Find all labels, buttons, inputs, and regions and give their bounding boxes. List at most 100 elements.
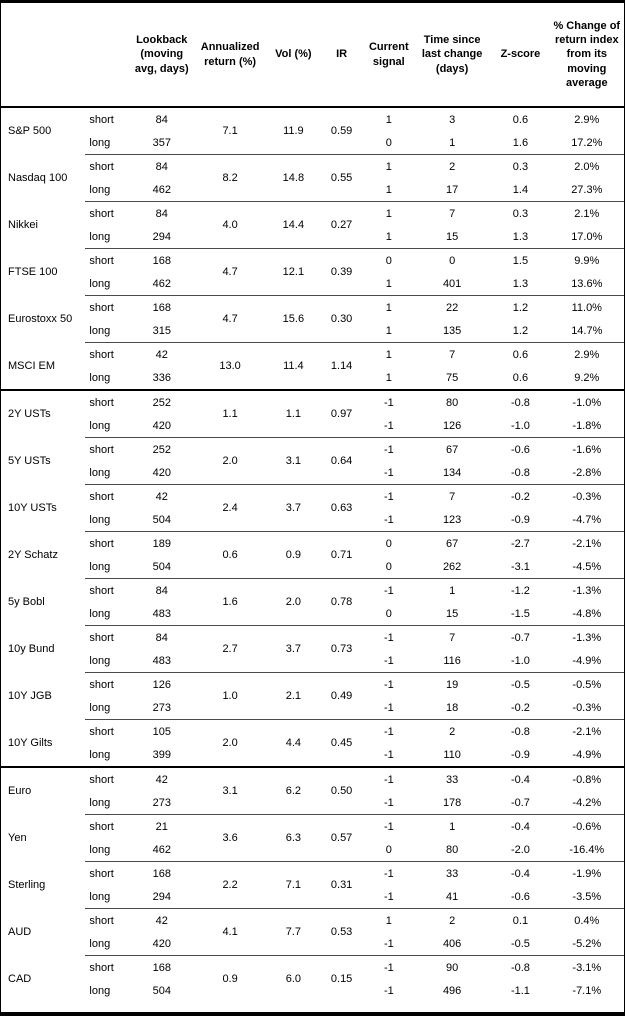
ir-value: 0.45 [318,719,365,767]
z-score-value: -2.7 [491,531,550,555]
pct-change-value: -1.6% [549,437,624,461]
z-score-value: -0.8 [510,466,530,479]
asset-name: 2Y Schatz [8,549,58,561]
z-score-value: 1.6 [512,136,529,149]
ir-value: 0.53 [318,908,365,956]
annualized-return-value: 2.7 [191,625,269,673]
table-row-short: 10y Bund short 84 2.7 3.7 0.73 -1 7 -0.7 -1.3% [1,625,624,673]
horizon-label-long: long [89,984,111,997]
lookback-value: 21 [131,814,192,838]
time-since-value: 80 [412,389,492,414]
pct-change-value: -1.9% [549,861,624,885]
table-row-short: 10Y JGB short 126 1.0 2.1 0.49 -1 19 -0.5 -0.5% [1,672,624,720]
vol-value: 2.0 [268,578,319,626]
current-signal-value: -1 [383,984,394,997]
z-score-value: 1.3 [512,277,529,290]
horizon-label-short: short [85,578,132,602]
pct-change-value: 9.2% [574,371,600,384]
horizon-label-short: short [85,814,132,838]
z-score-value: -0.7 [510,796,530,809]
z-score-value: 0.3 [491,154,550,178]
col-header-current-signal: Current signal [364,3,413,108]
table-row-short: Nikkei short 84 4.0 14.4 0.27 1 7 0.3 2.1% [1,201,624,249]
annualized-return-value: 1.1 [191,389,269,438]
z-score-value: 0.1 [491,908,550,932]
time-since-value: 67 [412,531,492,555]
vol-value: 11.9 [283,125,304,137]
vol-value: 6.0 [268,955,319,1002]
annualized-return-value: 2.0 [191,719,269,767]
time-since-value: 22 [412,295,492,319]
time-since-value: 116 [443,654,461,667]
annualized-return-value: 13.0 [191,342,269,390]
ir-value: 0.97 [318,389,365,438]
col-header-asset [1,3,86,108]
vol-value: 7.1 [268,861,319,909]
annualized-return-value: 4.7 [191,295,269,343]
horizon-label-short: short [85,861,132,885]
z-score-value: -0.4 [491,814,550,838]
asset-name: Nasdaq 100 [8,172,68,184]
vol-value: 14.4 [268,201,319,249]
asset-name: 10y Bund [8,643,55,655]
time-since-value: 15 [446,607,459,620]
asset-name: MSCI EM [8,359,56,372]
current-signal-value: -1 [383,796,394,809]
horizon-label-short: short [89,113,114,126]
pct-change-value: 9.9% [549,248,624,272]
time-since-value: 18 [446,701,459,714]
pct-change-value: -4.9% [572,654,602,667]
z-score-value: 1.5 [491,248,550,272]
pct-change-value: -3.1% [549,955,624,979]
z-score-value: -1.5 [510,607,530,620]
pct-change-value: -0.8% [549,766,624,791]
z-score-value: -1.0 [510,654,530,667]
horizon-label-short: short [85,389,132,414]
vol-value: 3.1 [268,437,319,485]
z-score-value: -0.9 [510,513,530,526]
table-row-short: Euro short 42 3.1 6.2 0.50 -1 33 -0.4 -0.8% [1,766,624,815]
time-since-value: 135 [442,324,462,337]
horizon-label-long: long [89,513,111,526]
ir-value: 0.64 [318,437,365,485]
vol-value: 3.7 [268,625,319,673]
horizon-label-short: short [85,719,132,743]
horizon-label-short: short [85,201,132,225]
z-score-value: -0.8 [491,719,550,743]
horizon-label-long: long [89,701,111,714]
time-since-value: 75 [446,371,459,384]
current-signal-value: 0 [364,248,413,272]
table-row-long: long 420 -1 126 -1.0 -1.8% [1,414,624,438]
z-score-value: -0.4 [491,766,550,791]
current-signal-value: -1 [383,937,394,950]
vol-value: 15.6 [268,295,319,343]
lookback-value: 462 [152,183,171,196]
horizon-label-long: long [89,560,111,573]
lookback-value: 168 [131,955,192,979]
table-row-short: S&P 500 short 84 7.1 11.9 0.59 1 3 0.6 2.9% [1,107,624,138]
asset-name: 10Y USTs [8,502,57,514]
table-row-short: Yen short 21 3.6 6.3 0.57 -1 1 -0.4 -0.6% [1,814,624,862]
z-score-value: -3.1 [510,560,530,573]
pct-change-value: -1.8% [572,419,602,432]
current-signal-value: -1 [364,766,413,791]
pct-change-value: -1.3% [549,578,624,602]
signals-table: Lookback (moving avg, days) Annualized r… [1,3,624,1002]
z-score-value: -2.0 [510,843,530,856]
current-signal-value: -1 [364,955,413,979]
horizon-label-long: long [89,230,111,243]
horizon-label-long: long [89,654,111,667]
col-header-z-score: Z-score [491,3,550,108]
lookback-value: 42 [131,484,192,508]
ir-value: 0.39 [318,248,365,296]
pct-change-value: -1.3% [549,625,624,649]
z-score-value: -0.6 [510,890,530,903]
horizon-label-long: long [89,607,111,620]
pct-change-value: -0.3% [549,484,624,508]
ir-value: 1.14 [318,342,365,390]
z-score-value: 0.3 [491,201,550,225]
annualized-return-value: 2.2 [191,861,269,909]
time-since-value: 406 [442,937,462,950]
table-row-short: CAD short 168 0.9 6.0 0.15 -1 90 -0.8 -3.1% [1,955,624,1002]
lookback-value: 483 [152,654,171,667]
